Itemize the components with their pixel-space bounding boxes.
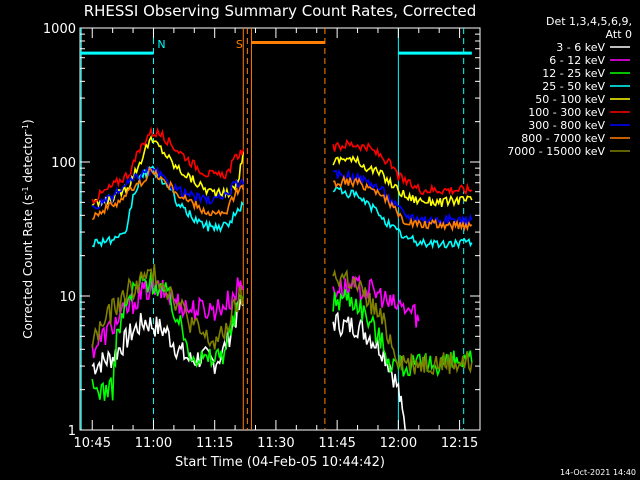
- y-tick-label: 100: [51, 156, 76, 171]
- legend-header-line2: Att 0: [606, 28, 632, 41]
- chart-title: RHESSI Observing Summary Count Rates, Co…: [84, 2, 477, 20]
- x-axis: 10:45 11:00 11:15 11:30 11:45 12:00 12:15: [74, 28, 481, 451]
- series-line-50-100-kev: [332, 154, 473, 208]
- y-axis-label: Corrected Count Rate (s-1 detector-1): [21, 119, 36, 338]
- y-axis-label-sup2: -1: [21, 124, 30, 132]
- series-line-50-100-kev: [91, 134, 245, 209]
- y-tick-label: 1000: [43, 22, 76, 37]
- y-axis-label-end: ): [21, 119, 35, 124]
- legend-entry-label: 300 - 800 keV: [528, 119, 605, 132]
- series-layer: [91, 126, 473, 431]
- plot-frame: [79, 27, 481, 431]
- series-line-300-800-kev: [91, 165, 245, 210]
- series-line-6-12-kev: [332, 274, 420, 328]
- x-tick-label: 11:30: [257, 436, 294, 451]
- legend-entry-label: 12 - 25 keV: [542, 67, 605, 80]
- y-axis: 1 10 100 1000: [43, 22, 480, 439]
- legend-header-line1: Det 1,3,4,5,6,9,: [546, 15, 632, 28]
- x-tick-label: 11:15: [196, 436, 233, 451]
- series-line-800-7000-kev: [333, 174, 473, 233]
- series-line-7000-15000-kev: [91, 263, 245, 350]
- x-tick-label: 10:45: [74, 436, 111, 451]
- legend-entry-label: 800 - 7000 keV: [521, 132, 605, 145]
- y-axis-label-main: Corrected Count Rate (s: [21, 194, 35, 338]
- x-axis-label: Start Time (04-Feb-05 10:44:42): [175, 455, 385, 470]
- series-line-3-6-kev: [332, 311, 407, 431]
- series-line-800-7000-kev: [91, 166, 245, 221]
- y-axis-label-mid: detector: [21, 132, 35, 187]
- series-line-25-50-kev: [332, 185, 473, 250]
- series-line-100-300-kev: [332, 138, 473, 196]
- y-tick-label: 1: [68, 424, 76, 439]
- x-tick-label: 12:00: [380, 436, 417, 451]
- legend-entry-label: 6 - 12 keV: [549, 54, 605, 67]
- series-line-25-50-kev: [91, 165, 244, 249]
- legend-entry-label: 25 - 50 keV: [542, 80, 605, 93]
- flag-label: N: [157, 38, 165, 51]
- legend-entry-label: 7000 - 15000 keV: [507, 145, 605, 158]
- y-axis-label-sup1: -1: [21, 186, 30, 194]
- legend-entry-label: 50 - 100 keV: [535, 93, 605, 106]
- series-line-100-300-kev: [91, 126, 245, 205]
- series-line-12-25-kev: [91, 271, 245, 401]
- series-line-7000-15000-kev: [332, 268, 473, 376]
- legend-entry-label: 100 - 300 keV: [528, 106, 605, 119]
- legend-entry-label: 3 - 6 keV: [556, 41, 605, 54]
- flag-label: S: [236, 38, 243, 51]
- x-tick-label: 11:45: [318, 436, 355, 451]
- footer-timestamp: 14-Oct-2021 14:40: [560, 468, 636, 477]
- x-tick-label: 11:00: [135, 436, 172, 451]
- y-tick-label: 10: [59, 290, 76, 305]
- x-tick-label: 12:15: [441, 436, 478, 451]
